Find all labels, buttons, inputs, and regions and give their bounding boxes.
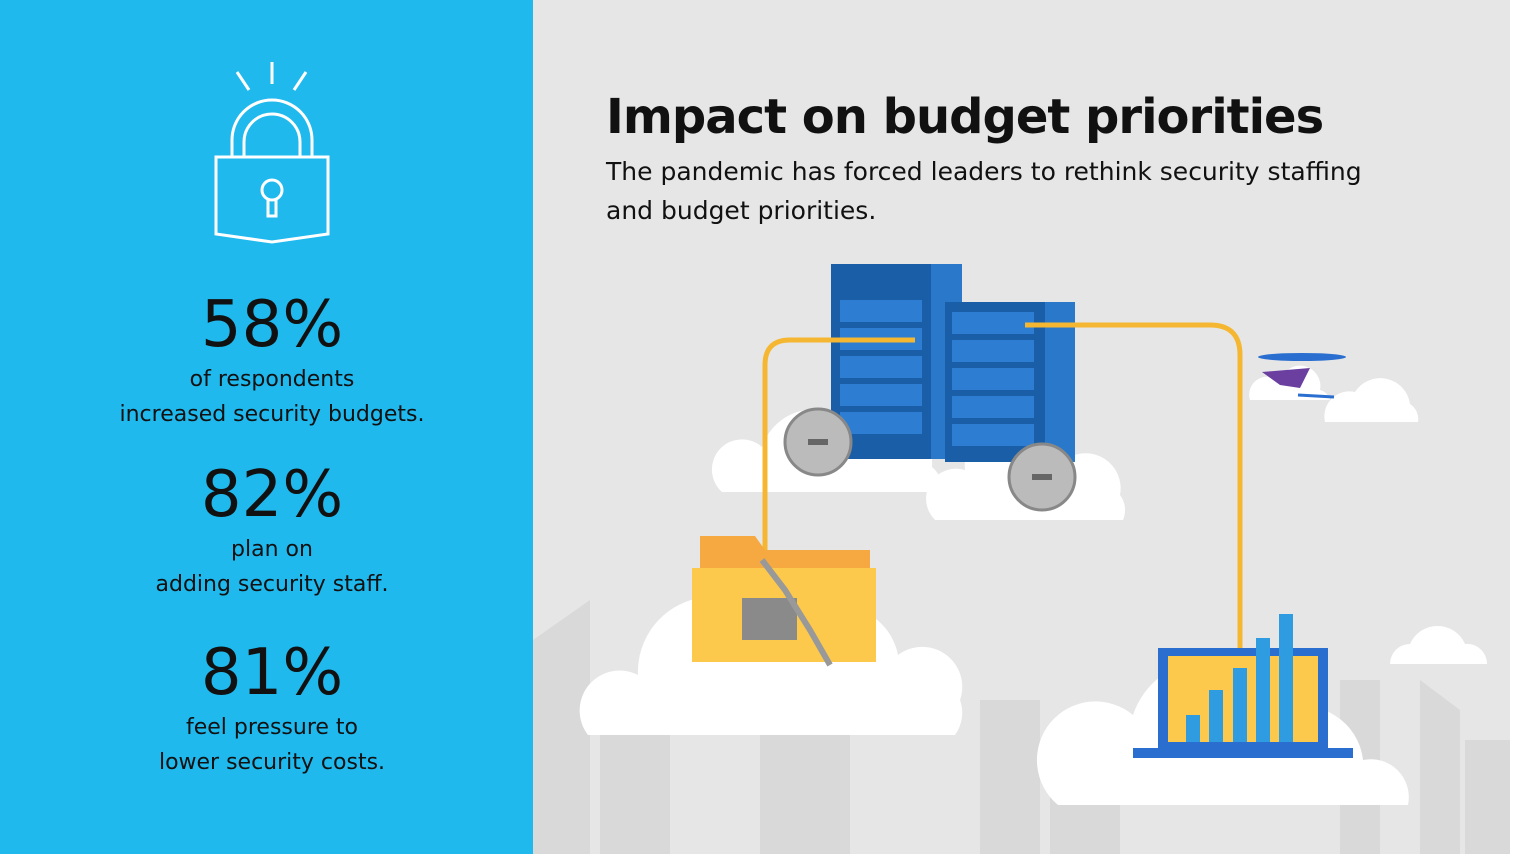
stat-text: increased security budgets. [120,402,425,427]
servers [831,264,1075,462]
stat-figure: 81% [201,636,343,710]
stat-text: feel pressure to [186,715,358,740]
subtitle: and budget priorities. [606,196,876,225]
left-panel [0,0,533,854]
stat-text: adding security staff. [156,572,389,597]
stats: 58% of respondents increased security budg… [120,288,425,775]
stat-text: plan on [231,537,313,562]
drone [1258,353,1346,399]
stat-text: lower security costs. [159,750,385,775]
connectors [762,322,1243,650]
dials [783,407,1077,512]
stat-figure: 58% [201,288,343,362]
laptop [1133,614,1353,758]
subtitle: The pandemic has forced leaders to rethi… [605,157,1362,186]
stat-text: of respondents [190,367,355,392]
lock-icon [214,62,330,244]
folder [692,536,876,667]
title: Impact on budget priorities [606,89,1323,145]
stat-figure: 82% [201,458,343,532]
